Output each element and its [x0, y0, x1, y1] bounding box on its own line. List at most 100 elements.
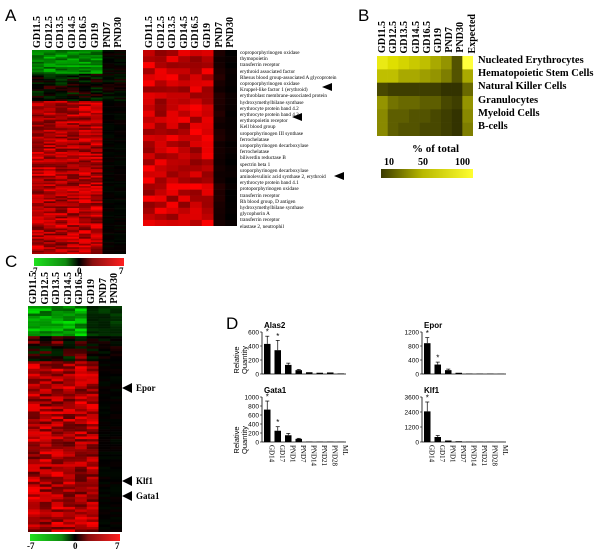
heatmap-cell: [225, 171, 238, 178]
heatmap-cell: [43, 233, 56, 236]
heatmap-cell: [67, 228, 80, 231]
heatmap-cell: [102, 116, 115, 119]
heatmap-cell: [98, 469, 111, 473]
heatmap-cell: [143, 50, 156, 57]
heatmap-cell: [90, 180, 103, 183]
heatmap-cell: [79, 194, 92, 197]
heatmap-cell: [110, 396, 123, 400]
heatmap-cell: [67, 208, 80, 211]
category-label: PND28: [330, 445, 338, 467]
heatmap-cell: [32, 101, 45, 103]
heatmap-cell: [67, 206, 80, 209]
heatmap-cell: [51, 504, 64, 508]
heatmap-cell: [28, 501, 41, 505]
heatmap-cell: [86, 461, 99, 465]
heatmap-cell: [190, 201, 203, 209]
heatmap-cell: [55, 123, 68, 126]
heatmap-cell: [114, 104, 127, 107]
heatmap-cell: [90, 214, 103, 217]
heatmap-cell: [190, 92, 203, 99]
heatmap-cell: [102, 167, 115, 170]
heatmap-cell: [213, 62, 226, 69]
heatmap-cell: [110, 486, 123, 490]
heatmap-cell: [28, 408, 41, 412]
category-label: GD14: [427, 445, 435, 463]
heatmap-cell: [55, 109, 68, 112]
heatmap-cell: [98, 308, 111, 312]
panel-b-scale-tick-100: 100: [455, 157, 470, 168]
heatmap-cell: [55, 56, 68, 59]
heatmap-cell: [55, 160, 68, 163]
heatmap-cell: [39, 441, 52, 445]
heatmap-cell: [114, 50, 127, 52]
heatmap-cell: [67, 184, 80, 187]
heatmap-cell: [110, 421, 123, 425]
heatmap-cell: [67, 174, 80, 177]
heatmap-cell: [114, 82, 127, 85]
heatmap-cell: [114, 163, 127, 166]
heatmap-cell: [63, 413, 76, 417]
heatmap-cell: [28, 446, 41, 450]
heatmap-cell: [55, 51, 68, 54]
heatmap-cell: [114, 242, 127, 245]
heatmap-cell: [28, 323, 41, 327]
heatmap-cell: [201, 86, 214, 93]
heatmap-cell: [154, 56, 167, 63]
heatmap-cell: [39, 378, 52, 382]
heatmap-cell: [67, 89, 80, 92]
heatmap-cell: [67, 155, 80, 158]
heatmap-cell: [90, 216, 103, 219]
heatmap-cell: [67, 238, 80, 241]
heatmap-cell: [39, 311, 52, 314]
heatmap-cell: [90, 55, 103, 58]
heatmap-cell: [43, 204, 56, 207]
heatmap-cell: [51, 328, 64, 332]
heatmap-cell: [39, 323, 52, 327]
heatmap-cell: [79, 131, 92, 134]
heatmap-cell: [143, 195, 156, 203]
heatmap-cell: [28, 371, 41, 375]
heatmap-cell: [55, 65, 68, 68]
heatmap-cell: [114, 223, 127, 226]
heatmap-cell: [75, 446, 88, 450]
heatmap-cell: [51, 396, 64, 400]
heatmap-cell: [67, 216, 80, 219]
heatmap-cell: [86, 416, 99, 420]
heatmap-cell: [114, 116, 127, 119]
arrow-gata1-icon: [122, 491, 132, 501]
heatmap-cell: [213, 116, 226, 124]
heatmap-cell: [67, 112, 80, 115]
heatmap-cell: [143, 153, 156, 160]
heatmap-cell: [79, 140, 92, 143]
heatmap-cell: [430, 109, 442, 123]
heatmap-cell: [55, 186, 68, 188]
heatmap-cell: [75, 494, 88, 498]
gene-label: Kell blood group: [240, 124, 276, 131]
heatmap-cell: [28, 348, 41, 352]
heatmap-cell: [32, 177, 45, 180]
heatmap-cell: [110, 318, 123, 322]
heatmap-cell: [75, 346, 88, 349]
heatmap-cell: [102, 104, 115, 107]
heatmap-cell: [63, 516, 76, 520]
heatmap-cell: [51, 383, 64, 387]
heatmap-cell: [32, 208, 45, 211]
heatmap-cell: [441, 109, 452, 123]
heatmap-cell: [90, 70, 103, 73]
heatmap-cell: [51, 381, 64, 385]
heatmap-cell: [154, 92, 167, 99]
heatmap-cell: [28, 516, 41, 520]
heatmap-cell: [55, 112, 68, 115]
heatmap-cell: [67, 75, 80, 78]
heatmap-cell: [75, 479, 88, 483]
heatmap-cell: [43, 92, 56, 95]
heatmap-cell: [86, 388, 99, 392]
heatmap-cell: [98, 441, 111, 445]
heatmap-cell: [166, 147, 179, 154]
heatmap-cell: [55, 174, 68, 177]
heatmap-cell: [143, 171, 156, 178]
heatmap-cell: [114, 206, 127, 209]
heatmap-cell: [79, 175, 92, 178]
heatmap-cell: [28, 368, 41, 372]
